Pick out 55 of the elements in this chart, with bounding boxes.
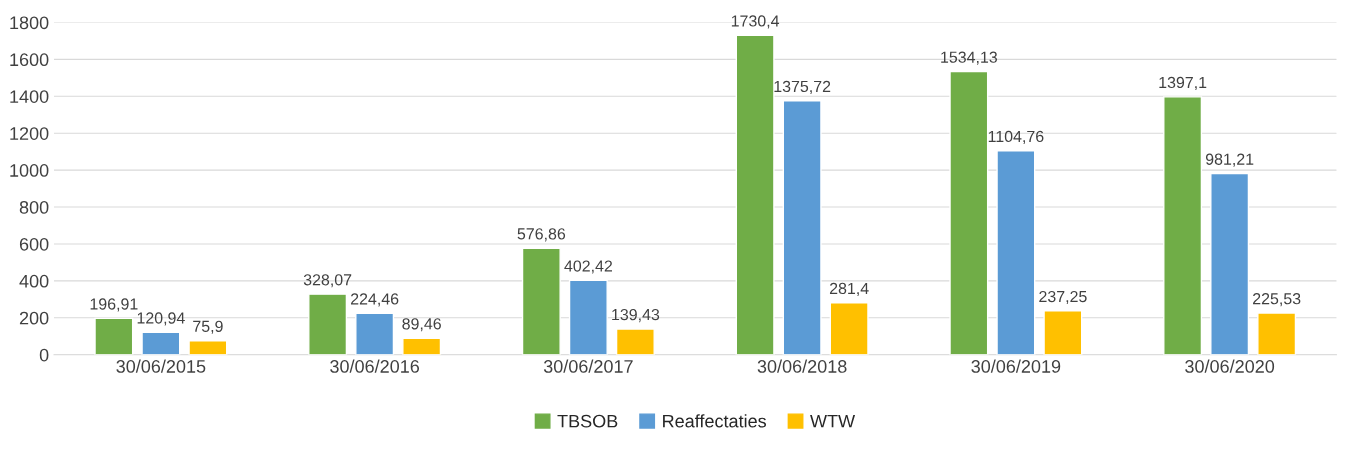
x-tick-label: 30/06/2020 (1185, 359, 1275, 373)
data-label: 281,4 (829, 282, 869, 296)
data-label: 120,94 (137, 312, 185, 326)
x-tick-label: 30/06/2017 (543, 359, 633, 373)
legend-label: WTW (810, 414, 856, 428)
x-tick-label: 30/06/2015 (116, 359, 206, 373)
data-label: 75,9 (193, 320, 223, 334)
bar (188, 340, 228, 355)
y-tick-label: 0 (39, 348, 49, 362)
y-tick-label: 600 (19, 237, 49, 251)
data-label: 1104,76 (988, 130, 1044, 144)
bar (308, 293, 348, 355)
x-tick-label: 30/06/2019 (971, 359, 1061, 373)
bar (355, 312, 395, 355)
y-tick-label: 400 (19, 274, 49, 288)
data-label: 328,07 (303, 274, 352, 288)
bar (996, 150, 1036, 355)
data-label: 89,46 (402, 318, 441, 332)
legend-label: TBSOB (557, 414, 618, 428)
y-tick-label: 1800 (10, 16, 49, 30)
bar (1163, 96, 1203, 355)
data-label: 1397,1 (1159, 76, 1207, 90)
data-label: 576,86 (517, 228, 566, 242)
data-label: 1534,13 (941, 51, 998, 65)
data-label: 1375,72 (774, 80, 831, 94)
y-tick-label: 1400 (10, 90, 49, 104)
data-label: 196,91 (90, 298, 138, 312)
data-label: 237,25 (1039, 290, 1087, 305)
bar (735, 34, 775, 355)
bar (1210, 172, 1250, 355)
data-label: 224,46 (351, 293, 399, 307)
data-label: 1730,4 (731, 15, 780, 29)
data-label: 981,21 (1205, 153, 1254, 167)
bar (949, 70, 989, 355)
data-label: 402,42 (564, 260, 612, 274)
y-tick-label: 1200 (10, 127, 49, 140)
bar (402, 337, 442, 355)
x-tick-label: 30/06/2018 (757, 359, 847, 373)
x-tick-label: 30/06/2016 (330, 359, 420, 373)
y-tick-label: 800 (19, 200, 49, 214)
y-tick-label: 1000 (10, 164, 49, 177)
data-label: 225,53 (1253, 293, 1301, 307)
bar (141, 331, 181, 355)
bar (521, 247, 561, 355)
bar (829, 302, 869, 355)
y-tick-label: 1600 (10, 53, 49, 67)
bar (615, 328, 655, 355)
bar (94, 317, 134, 355)
bar (782, 100, 822, 355)
data-label: 139,43 (612, 308, 660, 323)
legend-label: Reaffectaties (663, 414, 767, 428)
bar (1043, 310, 1083, 355)
bar (568, 279, 608, 355)
y-tick-label: 200 (19, 311, 49, 325)
bar (1257, 312, 1297, 355)
